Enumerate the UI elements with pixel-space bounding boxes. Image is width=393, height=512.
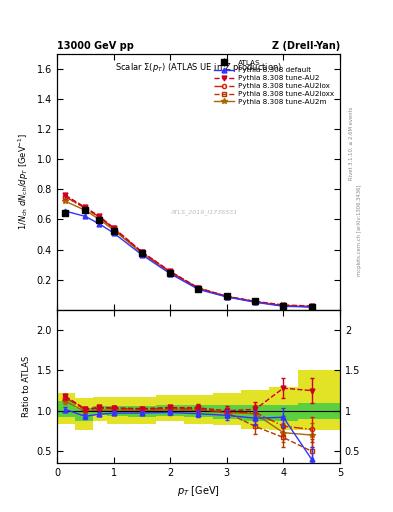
Text: Z (Drell-Yan): Z (Drell-Yan) [272, 41, 340, 51]
Pythia 8.308 tune-AU2m [168, 269, 173, 275]
Line: Pythia 8.308 default: Pythia 8.308 default [63, 209, 314, 309]
Text: mcplots.cern.ch [arXiv:1306.3436]: mcplots.cern.ch [arXiv:1306.3436] [357, 185, 362, 276]
Pythia 8.308 tune-AU2m [140, 250, 144, 257]
Pythia 8.308 tune-AU2 [196, 285, 201, 291]
Line: Pythia 8.308 tune-AU2loxx: Pythia 8.308 tune-AU2loxx [63, 195, 314, 309]
Pythia 8.308 tune-AU2loxx [83, 205, 88, 211]
Pythia 8.308 default [140, 252, 144, 258]
Pythia 8.308 tune-AU2loxx [253, 298, 257, 305]
Pythia 8.308 default [196, 286, 201, 292]
Pythia 8.308 tune-AU2loxx [281, 303, 286, 309]
Line: Pythia 8.308 tune-AU2lox: Pythia 8.308 tune-AU2lox [63, 195, 314, 309]
Pythia 8.308 tune-AU2lox [140, 249, 144, 255]
Pythia 8.308 tune-AU2 [253, 298, 257, 305]
Y-axis label: $1/N_\mathrm{ch}\ dN_\mathrm{ch}/dp_T\ [\mathrm{GeV}^{-1}]$: $1/N_\mathrm{ch}\ dN_\mathrm{ch}/dp_T\ [… [17, 133, 31, 230]
X-axis label: $p_T\ [\mathrm{GeV}]$: $p_T\ [\mathrm{GeV}]$ [177, 484, 220, 498]
Pythia 8.308 default [224, 294, 229, 300]
Pythia 8.308 default [309, 304, 314, 310]
Legend: ATLAS, Pythia 8.308 default, Pythia 8.308 tune-AU2, Pythia 8.308 tune-AU2lox, Py: ATLAS, Pythia 8.308 default, Pythia 8.30… [212, 57, 336, 107]
Pythia 8.308 tune-AU2 [168, 268, 173, 274]
Y-axis label: Ratio to ATLAS: Ratio to ATLAS [22, 356, 31, 417]
Pythia 8.308 tune-AU2loxx [309, 304, 314, 310]
Pythia 8.308 tune-AU2 [83, 204, 88, 210]
Pythia 8.308 tune-AU2 [97, 214, 102, 220]
Pythia 8.308 tune-AU2lox [97, 214, 102, 220]
Pythia 8.308 tune-AU2lox [224, 293, 229, 300]
Pythia 8.308 tune-AU2m [196, 286, 201, 292]
Pythia 8.308 tune-AU2loxx [168, 269, 173, 275]
Line: Pythia 8.308 tune-AU2m: Pythia 8.308 tune-AU2m [63, 199, 314, 310]
Pythia 8.308 tune-AU2m [97, 217, 102, 223]
Pythia 8.308 tune-AU2lox [281, 303, 286, 309]
Pythia 8.308 default [83, 214, 88, 220]
Text: ATLS_2019_I1736531: ATLS_2019_I1736531 [171, 209, 238, 216]
Pythia 8.308 default [63, 208, 68, 214]
Pythia 8.308 default [281, 303, 286, 309]
Pythia 8.308 tune-AU2m [224, 293, 229, 300]
Pythia 8.308 tune-AU2 [224, 293, 229, 300]
Pythia 8.308 tune-AU2loxx [111, 225, 116, 231]
Pythia 8.308 default [111, 230, 116, 236]
Line: Pythia 8.308 tune-AU2: Pythia 8.308 tune-AU2 [63, 193, 314, 308]
Text: Scalar $\Sigma(p_T)$ (ATLAS UE in Z production): Scalar $\Sigma(p_T)$ (ATLAS UE in Z prod… [115, 61, 282, 74]
Pythia 8.308 tune-AU2loxx [63, 194, 68, 200]
Pythia 8.308 tune-AU2lox [168, 269, 173, 275]
Pythia 8.308 tune-AU2loxx [97, 214, 102, 220]
Pythia 8.308 tune-AU2lox [196, 285, 201, 291]
Pythia 8.308 tune-AU2loxx [140, 249, 144, 255]
Pythia 8.308 tune-AU2m [83, 207, 88, 214]
Pythia 8.308 tune-AU2m [281, 303, 286, 309]
Pythia 8.308 default [97, 221, 102, 227]
Pythia 8.308 tune-AU2lox [309, 304, 314, 310]
Pythia 8.308 tune-AU2loxx [196, 285, 201, 291]
Pythia 8.308 tune-AU2 [309, 303, 314, 309]
Pythia 8.308 tune-AU2lox [253, 298, 257, 305]
Pythia 8.308 tune-AU2 [111, 225, 116, 231]
Pythia 8.308 tune-AU2m [253, 298, 257, 305]
Pythia 8.308 tune-AU2 [140, 249, 144, 255]
Pythia 8.308 default [168, 270, 173, 276]
Pythia 8.308 tune-AU2lox [83, 205, 88, 211]
Pythia 8.308 tune-AU2loxx [224, 293, 229, 300]
Pythia 8.308 default [253, 299, 257, 305]
Pythia 8.308 tune-AU2 [63, 192, 68, 198]
Pythia 8.308 tune-AU2lox [111, 225, 116, 231]
Pythia 8.308 tune-AU2m [63, 198, 68, 204]
Pythia 8.308 tune-AU2lox [63, 194, 68, 200]
Pythia 8.308 tune-AU2 [281, 302, 286, 308]
Pythia 8.308 tune-AU2m [309, 304, 314, 310]
Pythia 8.308 tune-AU2m [111, 227, 116, 233]
Text: Rivet 3.1.10, ≥ 2.6M events: Rivet 3.1.10, ≥ 2.6M events [349, 106, 354, 180]
Text: 13000 GeV pp: 13000 GeV pp [57, 41, 134, 51]
